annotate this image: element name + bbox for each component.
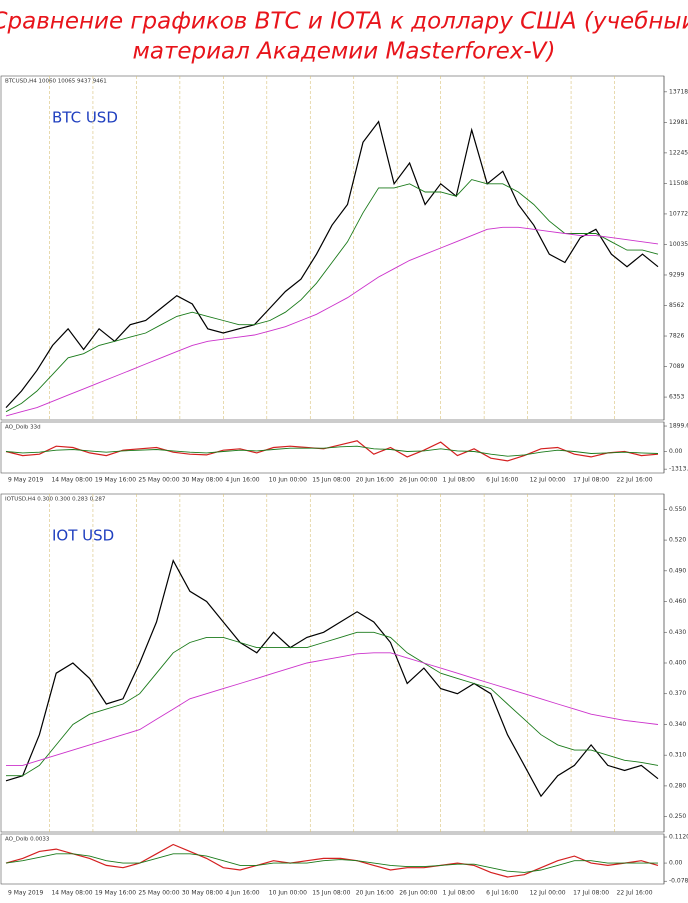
- price-line: [5, 179, 659, 413]
- y-tick-label: 0.430: [669, 629, 686, 636]
- x-tick-label: 12 Jul 00:00: [530, 477, 566, 484]
- symbol-label: BTC USD: [52, 109, 118, 127]
- y-tick-label: 7826: [669, 333, 684, 340]
- x-tick-label: 9 May 2019: [8, 890, 43, 897]
- y-tick-label: -0.0781: [669, 878, 688, 885]
- x-tick-label: 10 Jun 00:00: [269, 477, 307, 484]
- price-line: [5, 559, 659, 798]
- y-tick-label: 10035: [669, 241, 688, 248]
- y-tick-label: 0.1120: [669, 834, 688, 841]
- y-tick-label: 9299: [669, 271, 684, 278]
- y-tick-label: 6353: [669, 394, 684, 401]
- panel: [0, 493, 665, 833]
- x-tick-label: 19 May 16:00: [95, 477, 136, 484]
- y-tick-label: 8562: [669, 302, 684, 309]
- panel-header: BTCUSD,H4 10060 10065 9437 9461: [5, 79, 107, 85]
- y-tick-label: 0.00: [669, 860, 683, 867]
- y-tick-label: 12981: [669, 119, 688, 126]
- y-tick-label: 0.490: [669, 567, 686, 574]
- x-tick-label: 1 Jul 08:00: [443, 890, 475, 897]
- panel-header: AO_Dolb 0.0033: [5, 837, 50, 843]
- price-line: [5, 440, 659, 462]
- y-tick-label: 0.520: [669, 537, 686, 544]
- title-line: Сравнение графиков BTC и IOTA к доллару …: [0, 9, 688, 35]
- x-tick-label: 4 Jun 16:00: [225, 477, 259, 484]
- x-tick-label: 25 May 00:00: [138, 890, 179, 897]
- y-tick-label: -1313.5: [669, 466, 688, 473]
- x-tick-label: 1 Jul 08:00: [443, 477, 475, 484]
- x-tick-label: 17 Jul 08:00: [573, 477, 609, 484]
- x-tick-label: 26 Jun 00:00: [399, 477, 437, 484]
- y-tick-label: 0.310: [669, 752, 686, 759]
- x-tick-label: 25 May 00:00: [138, 477, 179, 484]
- x-tick-label: 30 May 08:00: [182, 890, 223, 897]
- x-tick-label: 14 May 08:00: [51, 890, 92, 897]
- x-tick-label: 6 Jul 16:00: [486, 477, 518, 484]
- panel-header: AO_Dolb 33d: [5, 425, 41, 431]
- x-tick-label: 4 Jun 16:00: [225, 890, 259, 897]
- x-tick-label: 22 Jul 16:00: [617, 477, 653, 484]
- x-tick-label: 14 May 08:00: [51, 477, 92, 484]
- x-tick-label: 22 Jul 16:00: [617, 890, 653, 897]
- panel-header: IOTUSD,H4 0.300 0.300 0.283 0.287: [5, 497, 106, 503]
- price-line: [6, 652, 659, 766]
- y-tick-label: 0.280: [669, 782, 686, 789]
- y-tick-label: 0.250: [669, 813, 686, 820]
- y-tick-label: 0.340: [669, 721, 686, 728]
- x-tick-label: 26 Jun 00:00: [399, 890, 437, 897]
- y-tick-label: 0.550: [669, 506, 686, 513]
- x-tick-label: 19 May 16:00: [95, 890, 136, 897]
- price-line: [5, 226, 659, 417]
- x-tick-label: 9 May 2019: [8, 477, 43, 484]
- y-tick-label: 0.00: [669, 448, 683, 455]
- x-tick-label: 15 Jun 08:00: [312, 890, 350, 897]
- x-tick-label: 12 Jul 00:00: [530, 890, 566, 897]
- symbol-label: IOT USD: [52, 527, 114, 545]
- y-tick-label: 1899.6: [669, 423, 688, 430]
- x-tick-label: 20 Jun 16:00: [356, 890, 394, 897]
- x-tick-label: 30 May 08:00: [182, 477, 223, 484]
- y-tick-label: 12245: [669, 149, 688, 156]
- y-tick-label: 11508: [669, 180, 688, 187]
- x-tick-label: 10 Jun 00:00: [269, 890, 307, 897]
- y-tick-label: 7089: [669, 363, 684, 370]
- y-tick-label: 10772: [669, 210, 688, 217]
- x-tick-label: 6 Jul 16:00: [486, 890, 518, 897]
- y-tick-label: 0.460: [669, 598, 686, 605]
- x-tick-label: 15 Jun 08:00: [312, 477, 350, 484]
- y-tick-label: 0.400: [669, 660, 686, 667]
- panel: [0, 75, 665, 421]
- x-tick-label: 20 Jun 16:00: [356, 477, 394, 484]
- price-line: [5, 853, 658, 873]
- x-tick-label: 17 Jul 08:00: [573, 890, 609, 897]
- price-line: [5, 445, 659, 457]
- y-tick-label: 13718: [669, 88, 688, 95]
- price-line: [6, 631, 659, 777]
- price-line: [5, 843, 659, 878]
- title-line: материал Академии Masterforex-V): [133, 39, 556, 65]
- y-tick-label: 0.370: [669, 690, 686, 697]
